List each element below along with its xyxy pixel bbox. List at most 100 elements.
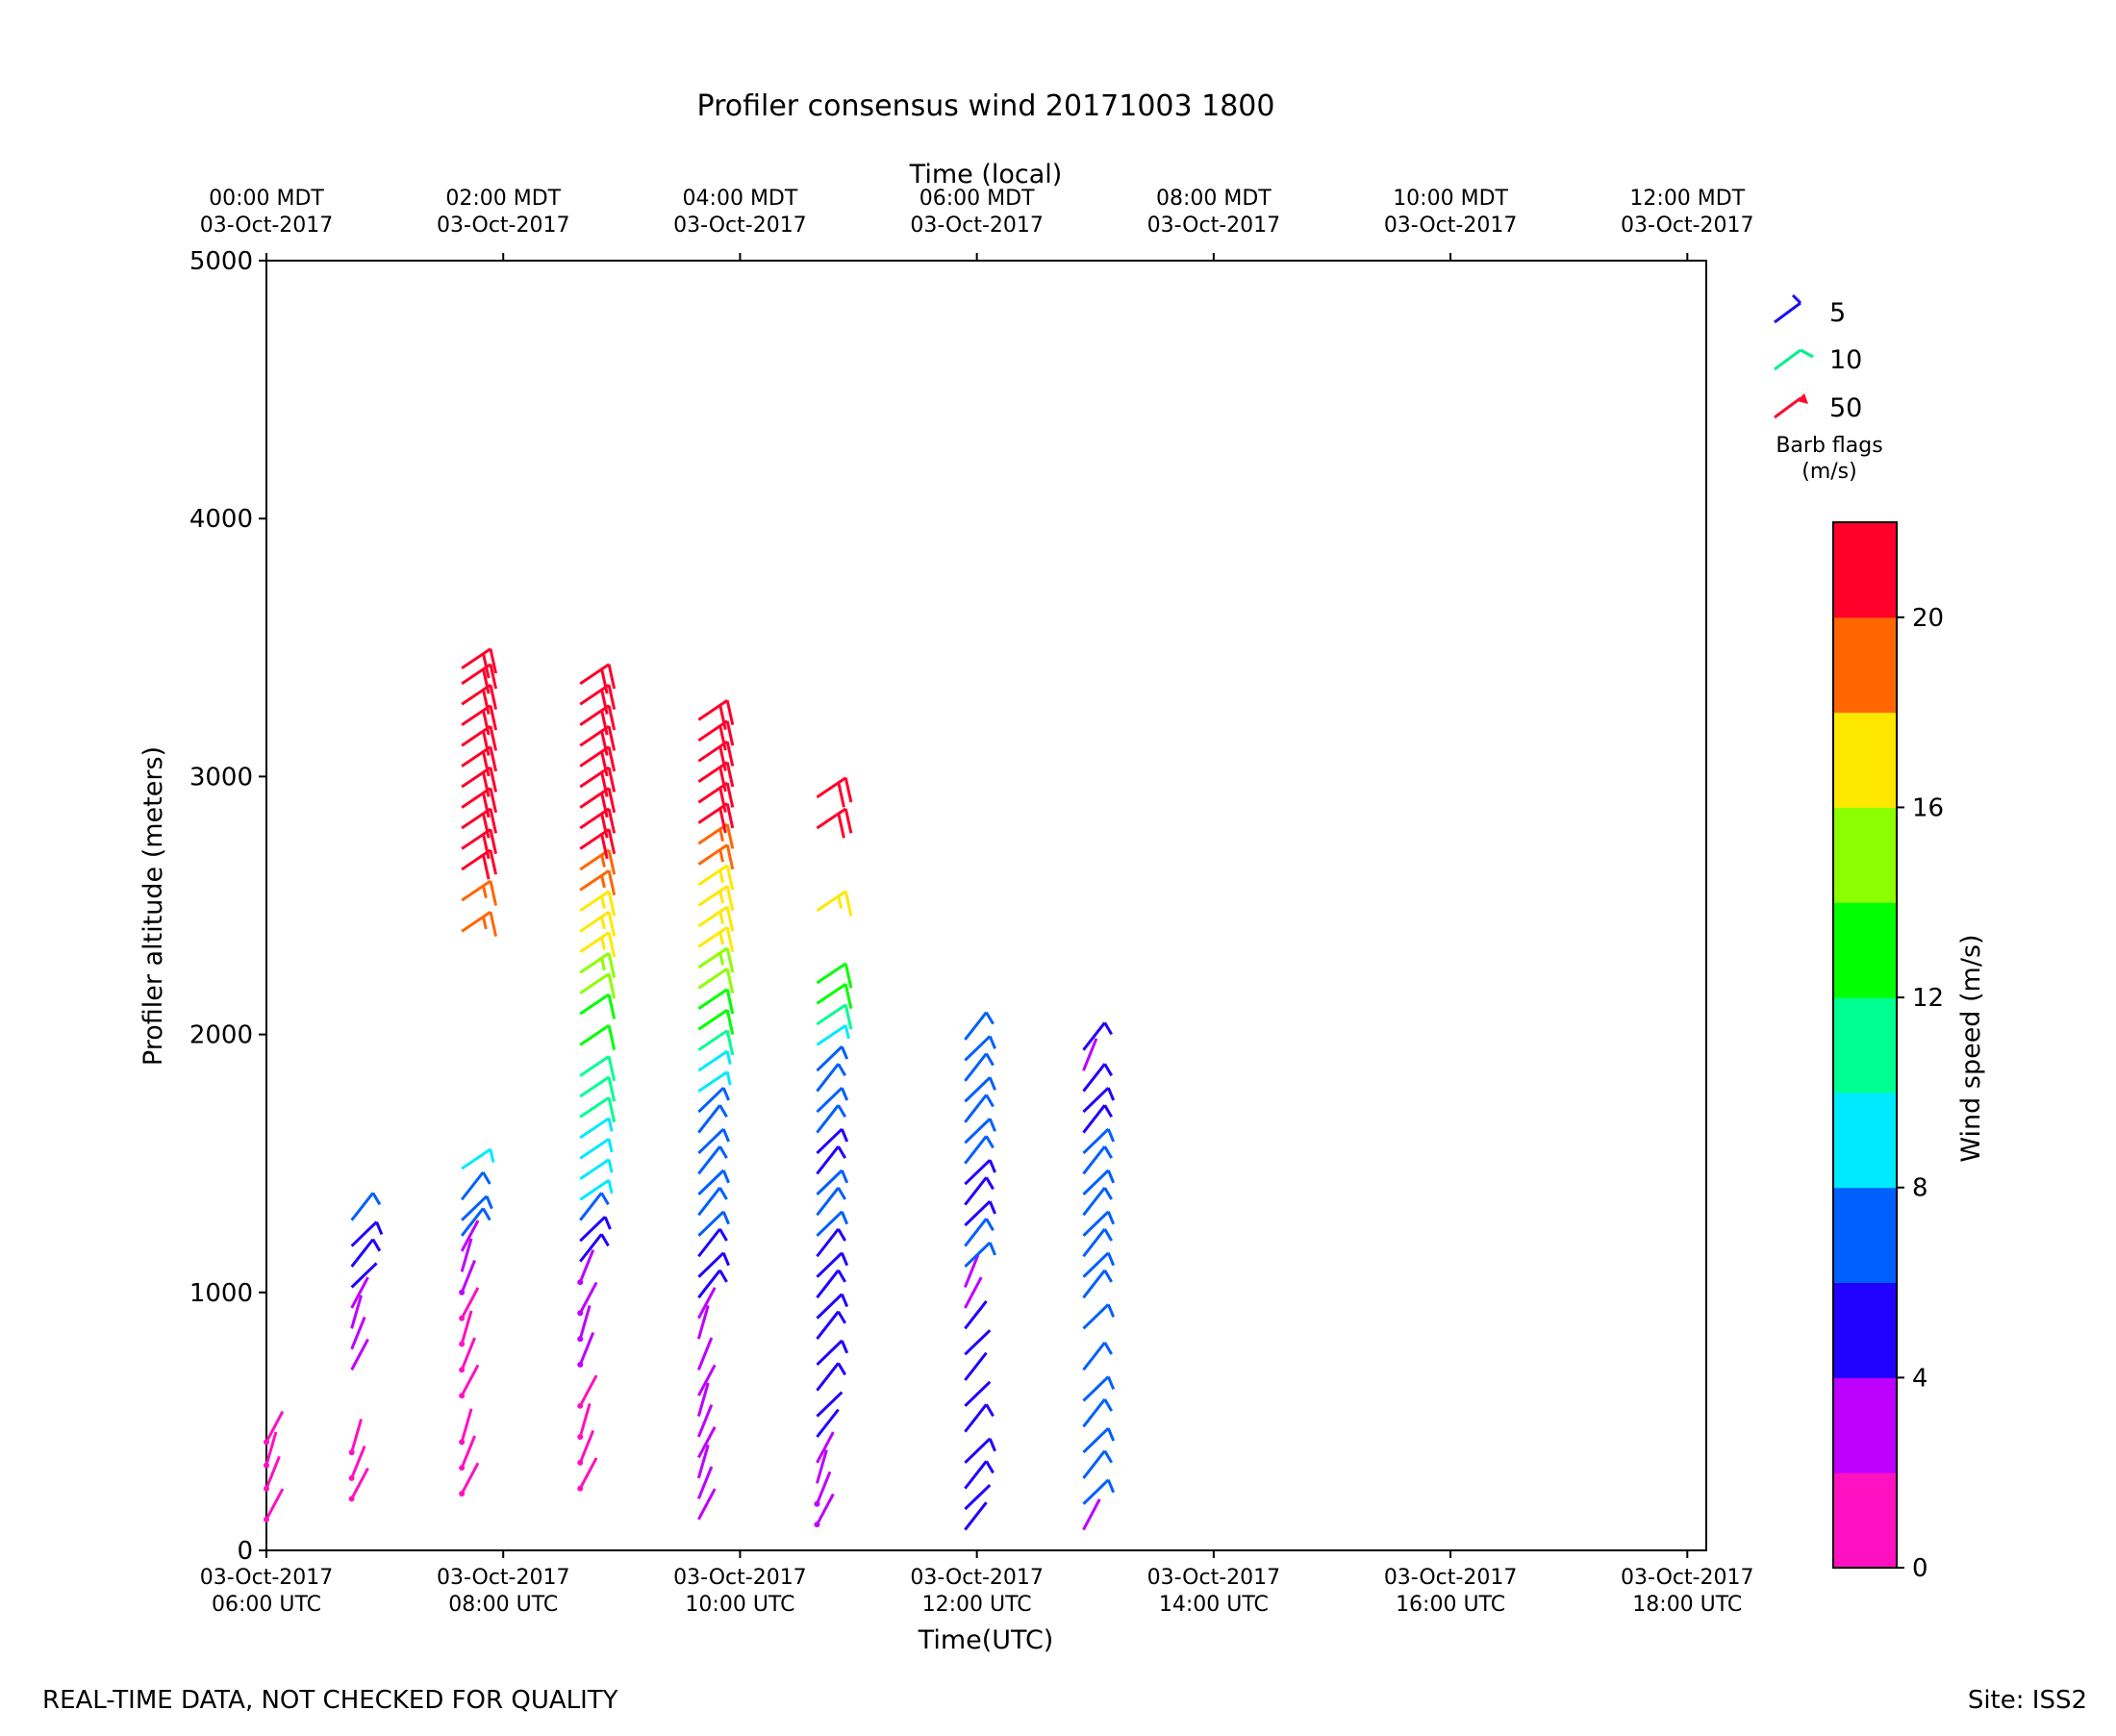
wind-barb xyxy=(964,1052,995,1082)
colorbar-segment xyxy=(1833,997,1897,1094)
barb-dot xyxy=(577,1485,584,1492)
barb-feather xyxy=(718,828,724,843)
barb-shaft xyxy=(350,1276,369,1309)
top-tick-date: 03-Oct-2017 xyxy=(1147,214,1281,238)
barb-shaft xyxy=(579,663,610,686)
wind-barb xyxy=(459,1310,473,1347)
wind-barb xyxy=(696,1305,710,1340)
barb-feather xyxy=(725,1009,735,1035)
wind-barb xyxy=(697,1251,730,1278)
wind-barb xyxy=(350,1192,382,1221)
barb-shaft xyxy=(697,1251,725,1278)
barb-shaft xyxy=(697,988,729,1011)
wind-barb xyxy=(697,946,735,973)
top-tick-time: 12:00 MDT xyxy=(1629,187,1745,211)
barb-shaft xyxy=(579,1055,610,1077)
wind-barb xyxy=(348,1419,364,1456)
barb-shaft xyxy=(579,1158,610,1181)
wind-barb xyxy=(697,740,735,771)
wind-barb xyxy=(1082,1086,1116,1114)
barb-feather xyxy=(607,1024,617,1050)
barb-shaft xyxy=(350,1295,364,1329)
barb-feather xyxy=(607,891,617,917)
barb-feather xyxy=(489,849,498,875)
wind-barb xyxy=(816,1269,846,1299)
barb-feather xyxy=(600,771,609,797)
barb-feather xyxy=(607,664,617,690)
barb-feather xyxy=(837,1063,846,1077)
wind-barb xyxy=(816,807,853,839)
barb-feather xyxy=(375,1220,384,1236)
barb-feather xyxy=(985,1218,995,1231)
wind-barb xyxy=(697,1104,728,1134)
barb-feather xyxy=(837,782,845,808)
wind-barb xyxy=(350,1276,369,1309)
barb-feather xyxy=(718,704,727,731)
barb-feather xyxy=(482,854,491,880)
wind-barb xyxy=(816,1449,828,1484)
wind-barb xyxy=(964,1403,995,1433)
wind-barb xyxy=(348,1445,366,1481)
wind-barb xyxy=(697,1008,735,1035)
wind-barb xyxy=(964,1484,992,1511)
barb-dot xyxy=(577,1402,584,1409)
colorbar-tick-label: 8 xyxy=(1912,1174,1928,1203)
barb-feather xyxy=(489,767,498,793)
barb-shaft xyxy=(1082,1498,1101,1531)
x-tick-time: 16:00 UTC xyxy=(1396,1593,1505,1617)
barb-feather xyxy=(607,973,617,999)
barb-shaft xyxy=(461,1147,491,1170)
barb-shaft xyxy=(1082,1269,1106,1299)
barb-shaft xyxy=(816,1145,840,1175)
barb-shaft xyxy=(578,1331,595,1366)
barb-shaft xyxy=(816,807,847,830)
wind-barb xyxy=(697,761,735,793)
barb-feather xyxy=(1106,1087,1116,1101)
barb-feather xyxy=(600,1233,610,1247)
barb-shaft xyxy=(579,683,610,706)
wind-barb xyxy=(1082,1449,1113,1479)
wind-barb xyxy=(964,1035,996,1062)
wind-barb xyxy=(577,1331,595,1368)
barb-shaft xyxy=(697,781,729,804)
barb-shaft xyxy=(697,699,729,721)
barb-shaft xyxy=(697,946,729,969)
barb-legend-label: 50 xyxy=(1829,393,1862,423)
barb-shaft xyxy=(1082,1303,1110,1330)
barb-shaft xyxy=(460,1207,485,1237)
wind-barb xyxy=(816,962,853,989)
x-tick-date: 03-Oct-2017 xyxy=(673,1566,807,1590)
x-tick-time: 10:00 UTC xyxy=(685,1593,794,1617)
barb-dot xyxy=(577,1459,584,1466)
wind-barb xyxy=(350,1262,378,1289)
wind-barb xyxy=(579,828,617,860)
barb-feather xyxy=(607,994,617,1019)
barb-shaft xyxy=(461,683,491,706)
barb-dot xyxy=(459,1465,466,1472)
barb-feather xyxy=(985,1135,995,1149)
wind-barb xyxy=(697,843,735,870)
barb-feather xyxy=(725,699,735,725)
wind-barb xyxy=(350,1295,364,1329)
barb-shaft xyxy=(1082,1063,1106,1093)
barb-shaft xyxy=(697,1169,725,1195)
legend-barb-shaft xyxy=(1774,396,1801,419)
top-tick-time: 00:00 MDT xyxy=(209,187,324,211)
wind-barb xyxy=(579,683,617,715)
barb-feather xyxy=(485,1195,493,1210)
barb-shaft xyxy=(578,1457,598,1490)
wind-barb xyxy=(697,926,735,952)
top-tick-date: 03-Oct-2017 xyxy=(437,214,570,238)
barb-feather xyxy=(489,1148,495,1163)
top-tick-date: 03-Oct-2017 xyxy=(673,214,807,238)
barb-shaft xyxy=(1082,1127,1110,1155)
barb-feather xyxy=(607,725,617,751)
wind-barb xyxy=(964,1329,992,1356)
x-tick-date: 03-Oct-2017 xyxy=(910,1566,1044,1590)
x-tick-date: 03-Oct-2017 xyxy=(200,1566,334,1590)
barb-feather xyxy=(489,725,498,751)
barb-feather xyxy=(482,771,491,797)
wind-barb xyxy=(816,1187,846,1217)
barb-shaft xyxy=(697,719,729,742)
wind-barb xyxy=(816,1310,846,1340)
